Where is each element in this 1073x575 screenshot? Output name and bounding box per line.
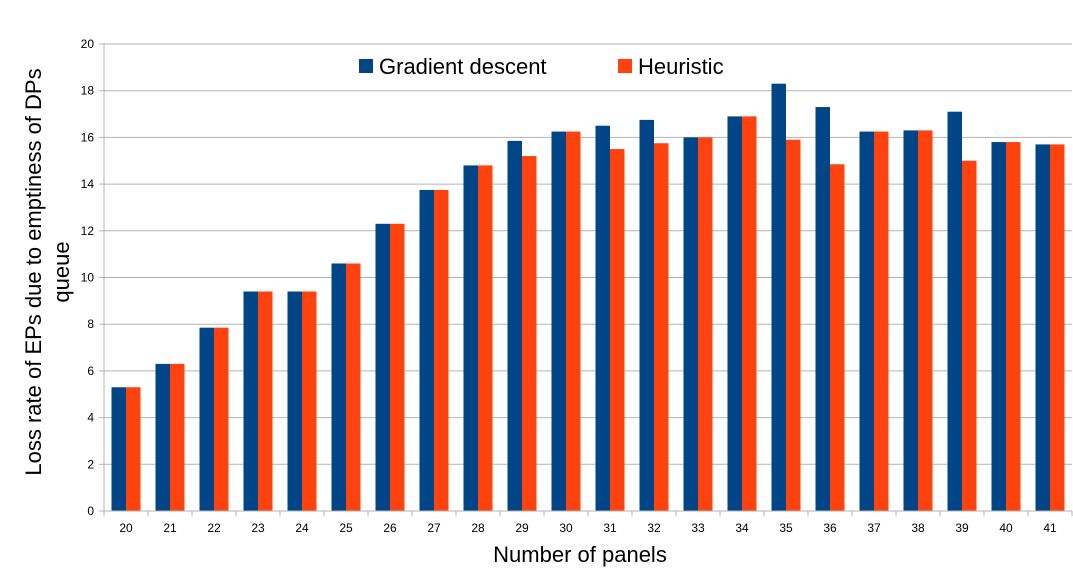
bar-gradient-descent-25 <box>331 263 346 511</box>
legend-label-heuristic: Heuristic <box>638 54 724 79</box>
x-tick-label-20: 20 <box>119 521 133 535</box>
x-tick-label-24: 24 <box>295 521 309 535</box>
bar-heuristic-23 <box>258 291 273 511</box>
x-tick-label-35: 35 <box>779 521 793 535</box>
y-tick-label-20: 20 <box>81 37 95 51</box>
bar-heuristic-29 <box>522 156 537 511</box>
bar-heuristic-38 <box>918 130 933 511</box>
bar-heuristic-39 <box>962 160 977 511</box>
x-tick-label-30: 30 <box>559 521 573 535</box>
bar-heuristic-28 <box>478 165 493 512</box>
x-tick-label-39: 39 <box>955 521 969 535</box>
x-tick-label-40: 40 <box>999 521 1013 535</box>
x-tick-label-36: 36 <box>823 521 837 535</box>
axes <box>99 43 1073 516</box>
legend: Gradient descent Heuristic <box>359 54 724 79</box>
x-tick-label-32: 32 <box>647 521 661 535</box>
bar-gradient-descent-40 <box>991 142 1006 511</box>
bar-gradient-descent-33 <box>683 137 698 511</box>
bar-gradient-descent-20 <box>111 387 126 511</box>
bar-gradient-descent-24 <box>287 291 302 511</box>
x-tick-label-23: 23 <box>251 521 265 535</box>
bar-heuristic-37 <box>874 131 889 511</box>
bar-heuristic-22 <box>214 327 229 511</box>
bar-gradient-descent-26 <box>375 223 390 512</box>
y-tick-label-6: 6 <box>87 364 94 378</box>
y-tick-label-12: 12 <box>81 224 95 238</box>
bar-heuristic-24 <box>302 291 317 511</box>
y-axis-title-line-2: queue <box>49 241 74 302</box>
bar-gradient-descent-41 <box>1035 144 1050 511</box>
legend-swatch-heuristic <box>618 59 632 73</box>
x-tick-label-41: 41 <box>1043 521 1057 535</box>
bar-gradient-descent-22 <box>199 327 214 511</box>
bar-gradient-descent-31 <box>595 125 610 511</box>
y-axis-title: Loss rate of EPs due to emptiness of DPs… <box>21 68 74 475</box>
bar-heuristic-36 <box>830 164 845 511</box>
bar-heuristic-35 <box>786 139 801 512</box>
bar-gradient-descent-29 <box>507 140 522 511</box>
bar-gradient-descent-36 <box>815 107 830 512</box>
bar-gradient-descent-38 <box>903 130 918 511</box>
x-tick-label-26: 26 <box>383 521 397 535</box>
y-tick-label-2: 2 <box>87 457 94 471</box>
bar-gradient-descent-34 <box>727 116 742 511</box>
x-tick-label-27: 27 <box>427 521 441 535</box>
bar-heuristic-20 <box>126 387 141 511</box>
bar-heuristic-26 <box>390 223 405 512</box>
y-tick-label-16: 16 <box>81 130 95 144</box>
bar-gradient-descent-35 <box>771 83 786 511</box>
bar-heuristic-40 <box>1006 142 1021 511</box>
y-tick-labels: 0 2 4 6 8 10 12 14 16 18 20 <box>81 37 95 518</box>
bars <box>111 83 1065 512</box>
y-tick-label-14: 14 <box>81 177 95 191</box>
bar-gradient-descent-39 <box>947 111 962 512</box>
bar-heuristic-33 <box>698 137 713 511</box>
x-tick-label-33: 33 <box>691 521 705 535</box>
bar-heuristic-34 <box>742 116 757 511</box>
bar-heuristic-25 <box>346 263 361 511</box>
x-tick-label-29: 29 <box>515 521 529 535</box>
y-tick-label-4: 4 <box>87 411 94 425</box>
bar-heuristic-32 <box>654 143 669 512</box>
bar-gradient-descent-37 <box>859 131 874 511</box>
x-tick-label-25: 25 <box>339 521 353 535</box>
bar-gradient-descent-32 <box>639 119 654 511</box>
bar-gradient-descent-30 <box>551 131 566 511</box>
y-tick-label-8: 8 <box>87 317 94 331</box>
x-tick-label-38: 38 <box>911 521 925 535</box>
bar-gradient-descent-23 <box>243 291 258 511</box>
x-tick-label-22: 22 <box>207 521 221 535</box>
legend-swatch-gradient-descent <box>359 59 373 73</box>
x-tick-labels: 20 21 22 23 24 25 26 27 28 29 30 31 32 33 34 35 36 37 38 39… <box>119 521 1057 535</box>
bar-heuristic-27 <box>434 189 449 511</box>
y-tick-label-10: 10 <box>81 271 95 285</box>
bar-heuristic-31 <box>610 149 625 511</box>
y-tick-label-0: 0 <box>87 504 94 518</box>
x-tick-label-28: 28 <box>471 521 485 535</box>
bar-gradient-descent-28 <box>463 165 478 512</box>
bar-heuristic-41 <box>1050 144 1065 511</box>
x-tick-label-31: 31 <box>603 521 617 535</box>
y-axis-title-line-1: Loss rate of EPs due to emptiness of DPs <box>21 68 46 475</box>
bar-gradient-descent-27 <box>419 189 434 511</box>
y-tick-label-18: 18 <box>81 84 95 98</box>
bar-gradient-descent-21 <box>155 363 170 511</box>
x-tick-label-21: 21 <box>163 521 177 535</box>
bar-heuristic-30 <box>566 131 581 511</box>
x-axis-title: Number of panels <box>493 542 667 567</box>
legend-label-gradient-descent: Gradient descent <box>379 54 547 79</box>
x-tick-label-37: 37 <box>867 521 881 535</box>
bar-heuristic-21 <box>170 363 185 511</box>
x-tick-label-34: 34 <box>735 521 749 535</box>
